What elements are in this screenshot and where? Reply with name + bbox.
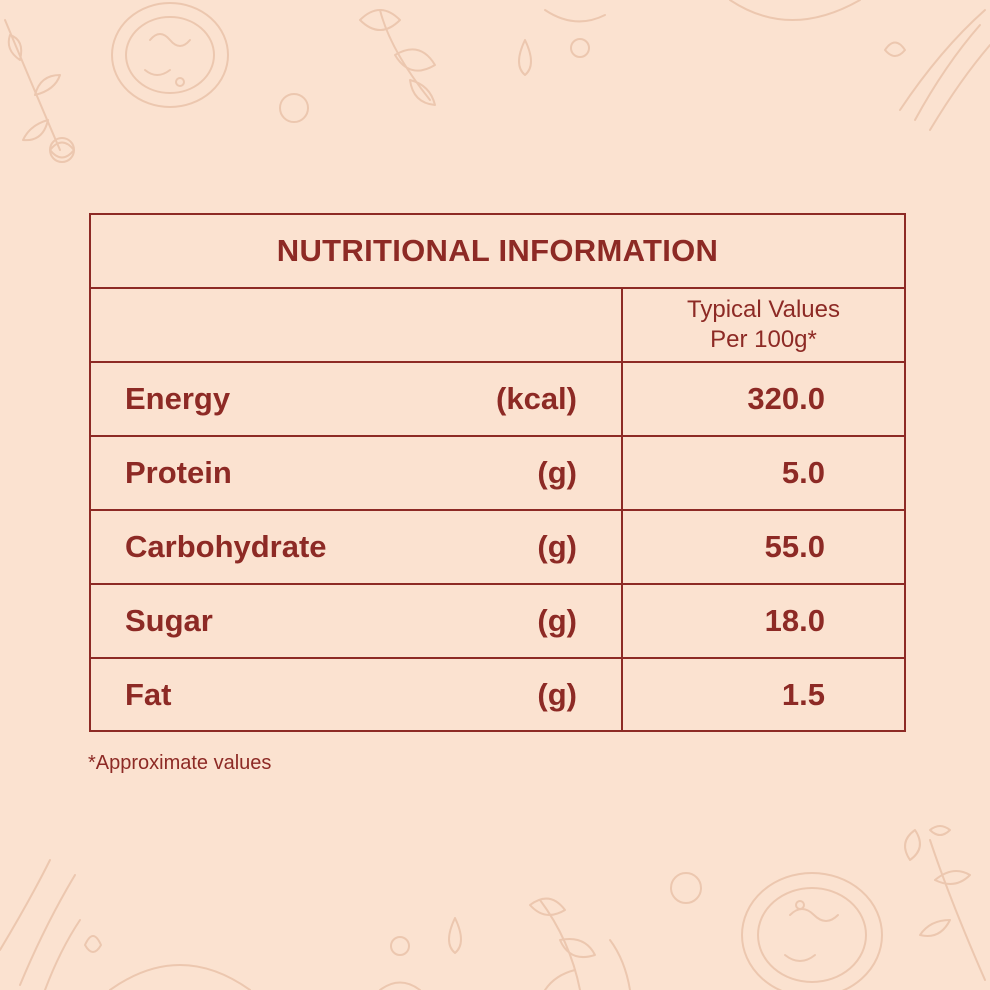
- nutrient-value: 55.0: [764, 529, 825, 564]
- value-cell: 18.0: [623, 585, 904, 657]
- leaf-doodle: [544, 9, 606, 23]
- petal-doodle: [84, 935, 102, 953]
- water-drop-doodle: [448, 917, 462, 954]
- table-row: Carbohydrate (g) 55.0: [91, 509, 904, 583]
- leaf-doodle: [379, 981, 421, 990]
- nutrient-cell: Protein (g): [91, 437, 623, 509]
- parsley-doodle: [359, 9, 436, 106]
- column-header-line1: Typical Values: [687, 296, 840, 323]
- value-cell: 5.0: [623, 437, 904, 509]
- header-values-cell: Typical Values Per 100g*: [623, 289, 904, 361]
- petal-doodle: [884, 41, 906, 57]
- nutrient-name: Fat: [125, 676, 172, 712]
- tomato-slice-doodle: [109, 964, 251, 990]
- column-header-line2: Per 100g*: [710, 326, 817, 353]
- tomato-slice-doodle: [111, 2, 229, 108]
- nutrient-unit: (g): [537, 455, 577, 490]
- nutrient-cell: Fat (g): [91, 659, 623, 730]
- lemongrass-doodle: [899, 9, 990, 131]
- table-row: Fat (g) 1.5: [91, 657, 904, 730]
- table-title: NUTRITIONAL INFORMATION: [276, 233, 719, 268]
- parsley-doodle: [529, 897, 631, 990]
- nutrient-value: 1.5: [781, 676, 825, 712]
- table-header-row: Typical Values Per 100g*: [91, 287, 904, 361]
- column-header: Typical Values Per 100g*: [623, 295, 904, 355]
- table-title-row: NUTRITIONAL INFORMATION: [91, 215, 904, 287]
- table-row: Sugar (g) 18.0: [91, 583, 904, 657]
- footnote: *Approximate values: [88, 752, 272, 774]
- nutrient-value: 320.0: [747, 381, 825, 416]
- nutrient-name: Protein: [125, 455, 232, 490]
- nutrition-table: NUTRITIONAL INFORMATION Typical Values P…: [89, 213, 906, 732]
- water-drop-doodle: [518, 39, 532, 76]
- bubble-doodle: [279, 93, 309, 123]
- herb-sprig-doodle: [904, 825, 986, 981]
- nutrient-unit: (kcal): [496, 381, 577, 416]
- nutrient-cell: Carbohydrate (g): [91, 511, 623, 583]
- value-cell: 320.0: [623, 363, 904, 435]
- nutrient-cell: Energy (kcal): [91, 363, 623, 435]
- nutrient-cell: Sugar (g): [91, 585, 623, 657]
- nutrient-name: Carbohydrate: [125, 529, 327, 564]
- bubble-doodle: [390, 936, 410, 956]
- nutrient-value: 18.0: [764, 603, 825, 638]
- table-row: Protein (g) 5.0: [91, 435, 904, 509]
- nutrient-unit: (g): [537, 603, 577, 638]
- herb-sprig-doodle: [4, 19, 75, 163]
- bubble-doodle: [670, 872, 702, 904]
- lemongrass-doodle: [0, 859, 81, 990]
- value-cell: 55.0: [623, 511, 904, 583]
- tomato-slice-doodle: [729, 0, 861, 21]
- tomato-slice-doodle: [741, 872, 883, 990]
- table-row: Energy (kcal) 320.0: [91, 361, 904, 435]
- value-cell: 1.5: [623, 659, 904, 730]
- nutrient-name: Sugar: [125, 603, 213, 638]
- nutrient-unit: (g): [537, 676, 577, 712]
- header-empty-cell: [91, 289, 623, 361]
- bubble-doodle: [570, 38, 590, 58]
- nutrient-name: Energy: [125, 381, 231, 416]
- nutrient-unit: (g): [537, 529, 577, 564]
- nutrient-value: 5.0: [781, 455, 825, 490]
